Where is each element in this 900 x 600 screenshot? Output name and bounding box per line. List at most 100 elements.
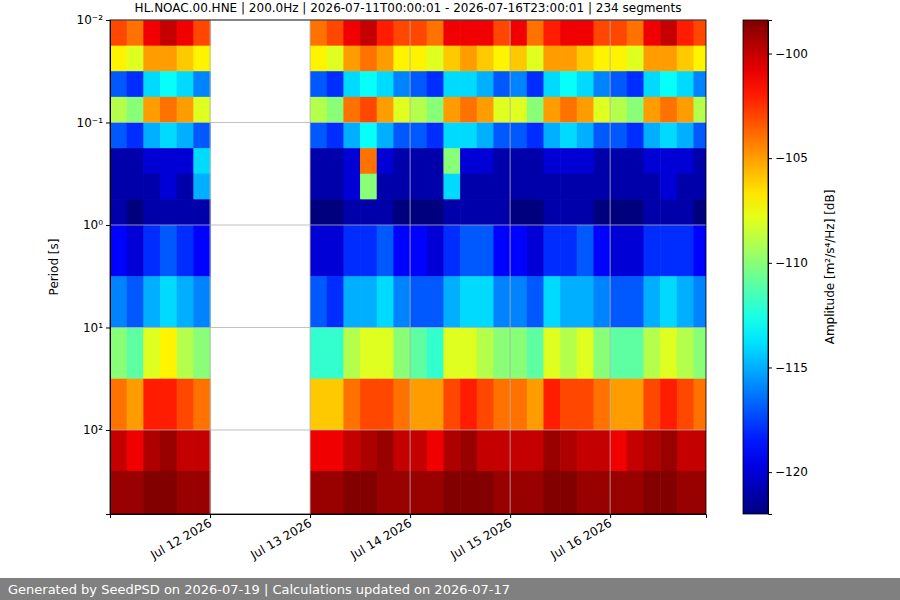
cell [177,97,194,123]
cell [560,199,577,225]
cell [160,199,177,225]
cell [393,20,410,46]
cell [527,276,544,328]
cell [593,174,610,200]
cell [160,379,177,431]
cell [460,327,477,379]
cell [360,199,377,225]
colorbar-axis: −100−105−110−115−120 [768,21,808,515]
y-tick-mark [106,122,110,123]
cell [627,327,644,379]
cell [510,225,527,277]
x-tick: Jul 15 2026 [447,514,514,563]
cell [327,327,344,379]
cell [377,71,394,97]
cell [493,20,510,46]
cell [393,174,410,200]
y-tick: 10² [83,423,110,437]
grid-line [110,429,706,430]
cell [143,379,160,431]
cell [510,471,527,514]
cell [577,97,594,123]
cell [360,225,377,277]
cell [577,46,594,72]
cell [477,225,494,277]
cell [577,20,594,46]
cell [643,46,660,72]
cell [560,225,577,277]
cell [677,430,694,472]
cell [410,199,427,225]
colorbar-tick-label: −105 [775,151,808,165]
cell [360,148,377,174]
cell [310,225,327,277]
cell [510,122,527,148]
cell [177,471,194,514]
colorbar-tick: −100 [768,47,808,61]
cell [310,46,327,72]
heatmap [110,20,706,514]
cell [443,379,460,431]
cell [360,430,377,472]
cell [193,148,210,174]
cell [310,20,327,46]
cell [377,199,394,225]
cell [693,174,706,200]
cell [410,97,427,123]
cell [460,471,477,514]
cell [427,430,444,472]
cell [193,327,210,379]
cell [593,471,610,514]
colorbar-tick-label: −120 [775,465,808,479]
cell [310,199,327,225]
cell [143,97,160,123]
cell [393,471,410,514]
cell [610,276,627,328]
cell [443,471,460,514]
cell [443,46,460,72]
cell [177,46,194,72]
cell [477,430,494,472]
cell [393,122,410,148]
cell [627,430,644,472]
cell [360,471,377,514]
cell [610,199,627,225]
cell [577,379,594,431]
cell [327,148,344,174]
cell [610,430,627,472]
cell [543,20,560,46]
cell [443,71,460,97]
cell [160,430,177,472]
cell [677,97,694,123]
cell [177,225,194,277]
cell [560,379,577,431]
x-tick-mark [210,514,211,518]
cell [493,379,510,431]
cell [193,276,210,328]
cell [110,225,127,277]
cell [643,122,660,148]
cell [560,20,577,46]
cell [360,97,377,123]
x-tick-label: Jul 15 2026 [447,516,514,563]
cell [143,225,160,277]
cell [127,471,144,514]
cell [427,471,444,514]
cell [443,174,460,200]
y-tick-label: 10⁻² [77,13,104,27]
colorbar-tick-label: −100 [775,47,808,61]
cell [427,20,444,46]
cell [510,97,527,123]
cell [510,46,527,72]
cell [627,97,644,123]
cell [393,327,410,379]
colorbar-tick-mark [768,263,772,264]
y-tick-label: 10² [83,423,103,437]
cell [393,148,410,174]
cell [127,430,144,472]
y-tick-mark [106,225,110,226]
cell [127,276,144,328]
cell [543,199,560,225]
cell [377,148,394,174]
x-tick: Jul 14 2026 [347,514,414,563]
